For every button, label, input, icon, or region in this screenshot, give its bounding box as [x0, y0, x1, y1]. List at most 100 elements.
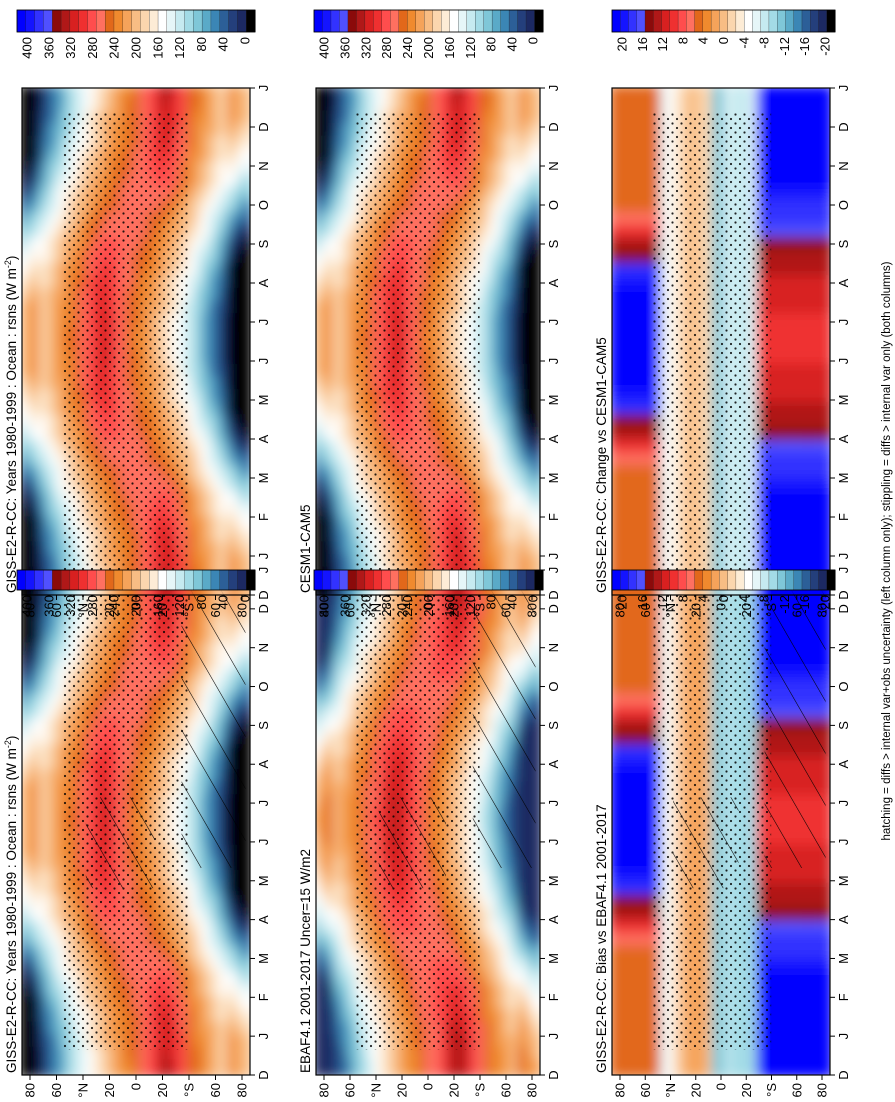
panel-title: CESM1-CAM5: [298, 504, 313, 593]
colorbar-swatch: [149, 9, 159, 33]
colorbar-label: 40: [505, 595, 520, 609]
colorbar-swatch: [801, 9, 811, 33]
colorbar-swatch: [500, 569, 510, 591]
colorbar-swatch: [466, 569, 476, 591]
colorbar-label: 280: [379, 37, 394, 59]
month-tick-label: A: [546, 278, 561, 287]
colorbar-swatch: [219, 569, 230, 591]
month-tick-label: M: [546, 875, 561, 886]
lat-tick-label: 0: [714, 603, 729, 610]
month-tick-label: J: [546, 800, 561, 807]
panel-p-model: 80 60 °N 20 0 20 °S 60 80DJFMAMJJASONDJGISS-E2-R…: [3, 567, 271, 1098]
month-tick-label: M: [256, 953, 271, 964]
colorbar-swatch: [415, 9, 425, 33]
heatmap-field: [612, 88, 830, 595]
colorbar-swatch: [131, 569, 141, 591]
month-tick-label: M: [836, 395, 851, 406]
colorbar-label: 16: [635, 37, 650, 51]
colorbar-swatch: [43, 569, 53, 591]
colorbar: 400 360 320 280 240 200 160 120 80 40 0: [313, 9, 544, 59]
colorbar-swatch: [661, 9, 671, 33]
month-tick-label: J: [836, 1033, 851, 1040]
colorbar-swatch: [483, 9, 493, 33]
colorbar-swatch: [25, 9, 36, 33]
colorbar-swatch: [826, 9, 836, 33]
colorbar: 400 360 320 280 240 200 160 120 80 40 0: [16, 9, 256, 59]
colorbar-label: 80: [194, 37, 209, 51]
colorbar-swatch: [237, 9, 247, 33]
lat-tick-label: 60: [208, 603, 223, 617]
colorbar-swatch: [201, 569, 212, 591]
lat-tick-label: 20: [739, 1083, 754, 1097]
colorbar-label: 12: [655, 37, 670, 51]
colorbar-swatch: [818, 569, 828, 591]
lat-tick-label: 0: [129, 1083, 144, 1090]
colorbar-swatch: [69, 569, 80, 591]
month-tick-label: D: [256, 1070, 271, 1079]
colorbar-swatch: [735, 9, 745, 33]
colorbar-swatch: [474, 569, 485, 591]
colorbar-swatch: [157, 569, 168, 591]
colorbar-label: 400: [20, 595, 35, 617]
colorbar-label: 80: [484, 37, 499, 51]
colorbar-label: 360: [337, 37, 352, 59]
lat-tick-label: °S: [473, 1083, 488, 1097]
colorbar-swatch: [104, 9, 115, 33]
colorbar-swatch: [686, 9, 696, 33]
colorbar-label: 280: [85, 595, 100, 617]
colorbar-label: 8: [675, 37, 690, 44]
stippling: [356, 113, 480, 570]
colorbar-swatch: [175, 9, 186, 33]
colorbar-label: 360: [41, 37, 56, 59]
colorbar-swatch: [517, 9, 527, 33]
colorbar-swatch: [25, 569, 36, 591]
colorbar: 400 360 320 280 240 200 160 120 80 40 0: [313, 569, 544, 617]
colorbar-swatch: [525, 9, 536, 33]
lat-tick-label: °N: [369, 1083, 384, 1098]
colorbar-swatch: [620, 9, 630, 33]
colorbar-swatch: [322, 569, 332, 591]
colorbar-swatch: [534, 9, 544, 33]
colorbar-label: 200: [421, 595, 436, 617]
colorbar-swatch: [34, 569, 44, 591]
month-tick-label: A: [256, 915, 271, 924]
month-tick-label: A: [256, 760, 271, 769]
month-tick-label: D: [256, 604, 271, 613]
hatching: [764, 590, 826, 868]
colorbar-swatch: [398, 569, 408, 591]
colorbar-swatch: [347, 9, 357, 33]
colorbar-label: -20: [818, 595, 833, 614]
lat-tick-label: °S: [473, 603, 488, 617]
colorbar-label: 40: [216, 595, 231, 609]
colorbar-label: 400: [20, 37, 35, 59]
month-tick-label: S: [836, 239, 851, 248]
colorbar-swatch: [313, 9, 324, 33]
month-tick-label: F: [836, 513, 851, 521]
colorbar-swatch: [313, 569, 324, 591]
colorbar-swatch: [694, 569, 704, 591]
lat-tick-label: 0: [421, 1083, 436, 1090]
colorbar-swatch: [52, 9, 62, 33]
colorbar-swatch: [43, 9, 53, 33]
month-tick-label: A: [546, 760, 561, 769]
lat-tick-label: 80: [525, 1083, 540, 1097]
lat-tick-label: 80: [235, 1083, 250, 1097]
colorbar-swatch: [381, 569, 391, 591]
colorbar-swatch: [96, 569, 106, 591]
colorbar-swatch: [620, 569, 630, 591]
colorbar-label: 400: [317, 37, 332, 59]
lat-tick-label: °N: [663, 1083, 678, 1098]
month-tick-label: A: [256, 434, 271, 443]
colorbar-swatch: [131, 9, 141, 33]
month-tick-label: M: [836, 473, 851, 484]
colorbar-swatch: [193, 9, 203, 33]
month-tick-label: J: [256, 839, 271, 846]
colorbar-swatch: [390, 569, 400, 591]
colorbar-swatch: [237, 569, 247, 591]
colorbar-label: 160: [442, 595, 457, 617]
colorbar-swatch: [96, 9, 106, 33]
month-tick-label: J: [546, 553, 561, 560]
colorbar-swatch: [508, 9, 519, 33]
month-tick-label: J: [256, 1033, 271, 1040]
month-tick-label: S: [256, 721, 271, 730]
